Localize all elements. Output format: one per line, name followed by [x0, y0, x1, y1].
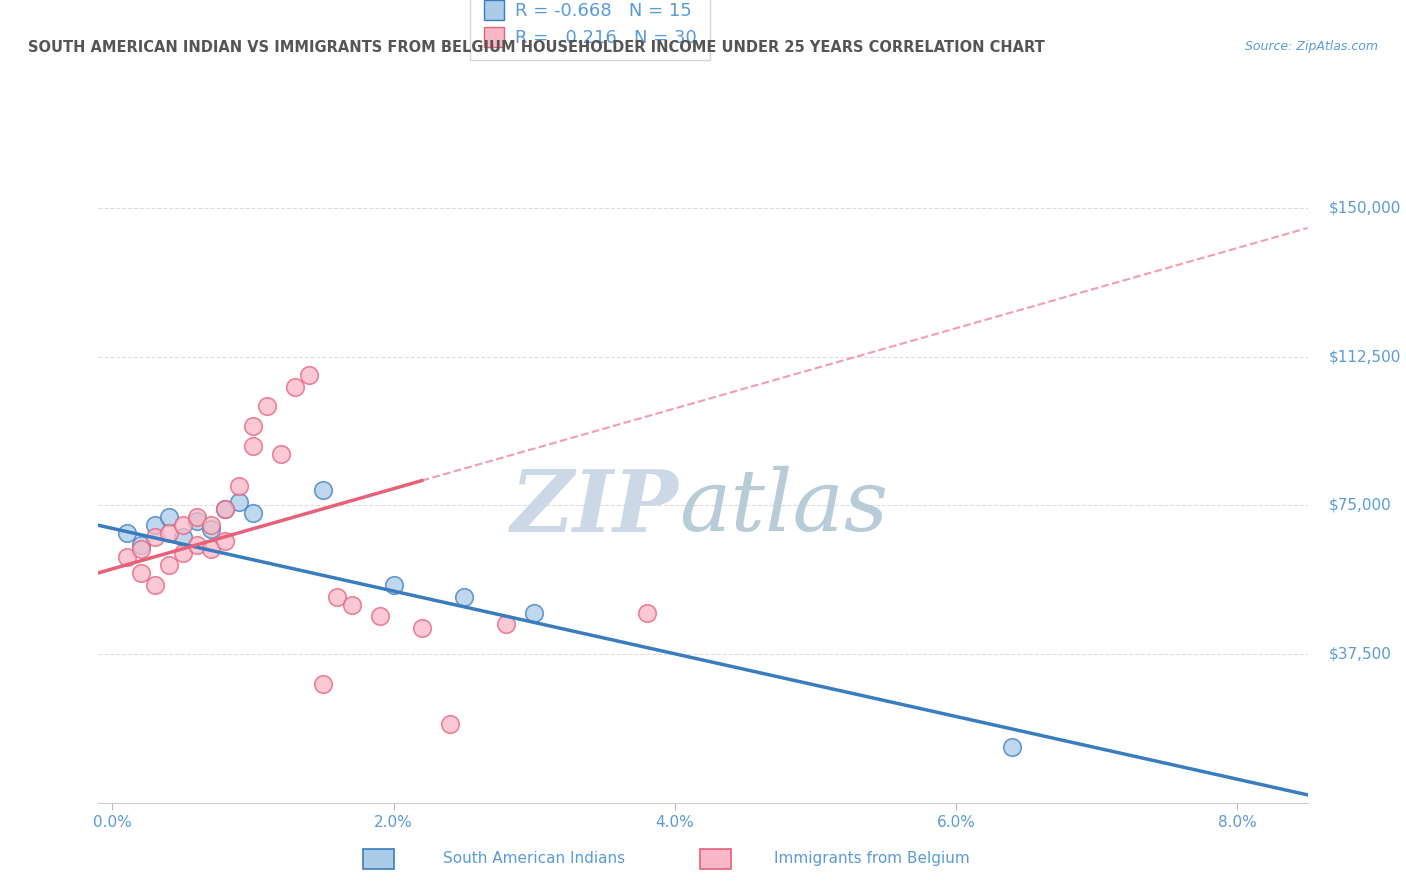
Point: [439, 716, 461, 731]
Point: [115, 549, 138, 564]
Point: [214, 534, 236, 549]
Point: [242, 419, 264, 434]
Point: [228, 478, 250, 492]
Point: [129, 566, 152, 580]
Point: [214, 502, 236, 516]
Text: SOUTH AMERICAN INDIAN VS IMMIGRANTS FROM BELGIUM HOUSEHOLDER INCOME UNDER 25 YEA: SOUTH AMERICAN INDIAN VS IMMIGRANTS FROM…: [28, 40, 1045, 55]
Point: [186, 510, 208, 524]
Point: [270, 447, 292, 461]
FancyBboxPatch shape: [363, 849, 394, 869]
Point: [256, 400, 278, 414]
Point: [200, 542, 222, 557]
Text: $150,000: $150,000: [1329, 201, 1400, 216]
Point: [172, 530, 194, 544]
Point: [157, 558, 180, 572]
Point: [186, 514, 208, 528]
Point: [495, 617, 517, 632]
Point: [143, 578, 166, 592]
Point: [368, 609, 391, 624]
Point: [157, 526, 180, 541]
Point: [143, 530, 166, 544]
Legend: R = -0.668   N = 15, R =   0.216   N = 30: R = -0.668 N = 15, R = 0.216 N = 30: [470, 0, 710, 60]
Point: [340, 598, 363, 612]
Point: [242, 507, 264, 521]
FancyBboxPatch shape: [700, 849, 731, 869]
Text: $37,500: $37,500: [1329, 647, 1392, 662]
Point: [172, 518, 194, 533]
Text: South American Indians: South American Indians: [443, 851, 626, 865]
Point: [312, 483, 335, 497]
Point: [411, 621, 433, 635]
Point: [242, 439, 264, 453]
Text: $75,000: $75,000: [1329, 498, 1392, 513]
Text: atlas: atlas: [679, 466, 889, 549]
Point: [200, 518, 222, 533]
Text: ZIP: ZIP: [510, 466, 679, 549]
Point: [186, 538, 208, 552]
Text: $112,500: $112,500: [1329, 350, 1400, 364]
Point: [143, 518, 166, 533]
Point: [312, 677, 335, 691]
Point: [523, 606, 546, 620]
Text: Immigrants from Belgium: Immigrants from Belgium: [773, 851, 970, 865]
Point: [115, 526, 138, 541]
Point: [129, 542, 152, 557]
Point: [157, 510, 180, 524]
Text: Source: ZipAtlas.com: Source: ZipAtlas.com: [1244, 40, 1378, 54]
Point: [284, 379, 307, 393]
Point: [636, 606, 658, 620]
Point: [1001, 740, 1024, 755]
Point: [200, 522, 222, 536]
Point: [326, 590, 349, 604]
Point: [172, 546, 194, 560]
Point: [228, 494, 250, 508]
Point: [298, 368, 321, 382]
Point: [382, 578, 405, 592]
Point: [129, 538, 152, 552]
Point: [214, 502, 236, 516]
Point: [453, 590, 475, 604]
